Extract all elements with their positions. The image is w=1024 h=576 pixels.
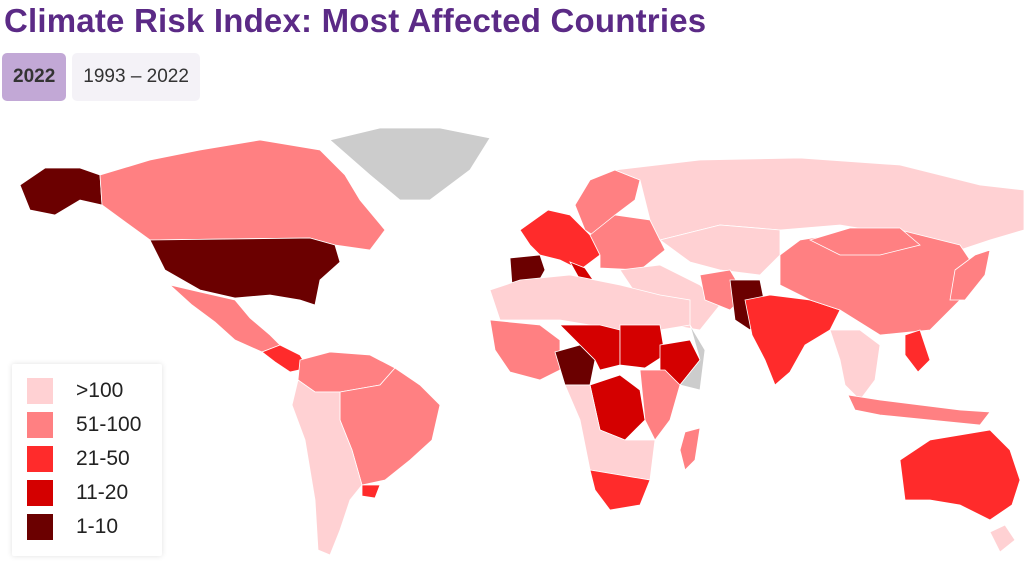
country-india[interactable]: India xyxy=(744,294,841,386)
country-philippines[interactable]: Philippines xyxy=(904,329,931,373)
country-new-zealand[interactable]: New Zealand xyxy=(989,524,1016,553)
legend-label: 1-10 xyxy=(76,515,119,538)
legend-swatch xyxy=(27,412,53,438)
country-uruguay[interactable]: Uruguay xyxy=(361,484,381,499)
legend-swatch xyxy=(27,446,53,472)
country-central-asia[interactable]: Central Asia xyxy=(659,224,781,276)
country-greenland[interactable]: Greenland xyxy=(329,127,491,201)
country-mongolia[interactable]: Mongolia xyxy=(808,227,921,256)
country-southern-cone[interactable]: Southern Cone xyxy=(291,379,363,556)
legend-label: >100 xyxy=(76,379,124,402)
legend-item-51-100: 51-100 xyxy=(27,412,141,438)
country-madagascar[interactable]: Madagascar xyxy=(679,427,701,471)
country-south-africa[interactable]: South Africa xyxy=(589,469,651,511)
legend-label: 11-20 xyxy=(76,481,129,504)
world-map[interactable]: Alaska (USA)CanadaGreenlandUnited States… xyxy=(0,110,1024,576)
legend-item-1-10: 1-10 xyxy=(27,514,118,540)
legend-item-21-50: 21-50 xyxy=(27,446,130,472)
country-sudan[interactable]: Sudan xyxy=(619,324,666,369)
country-eastern-europe[interactable]: Eastern Europe xyxy=(589,214,666,271)
legend-swatch xyxy=(27,480,53,506)
legend-item-11-20: 11-20 xyxy=(27,480,128,506)
tab-1993-2022[interactable]: 1993 – 2022 xyxy=(72,53,200,101)
country-west-africa[interactable]: West Africa xyxy=(489,319,561,381)
country-australia[interactable]: Australia xyxy=(899,429,1021,521)
tab-2022[interactable]: 2022 xyxy=(2,53,67,101)
country-east-africa[interactable]: East Africa xyxy=(639,369,681,441)
country-somalia[interactable]: Somalia xyxy=(679,324,706,391)
country-united-states[interactable]: United States xyxy=(149,237,341,306)
period-tabs: 2022 1993 – 2022 xyxy=(2,53,200,101)
legend-item-over-100: >100 xyxy=(27,378,123,404)
legend: >100 51-100 21-50 11-20 1-10 xyxy=(12,364,162,556)
page-title: Climate Risk Index: Most Affected Countr… xyxy=(4,2,707,39)
legend-swatch xyxy=(27,378,53,404)
legend-swatch xyxy=(27,514,53,540)
country-nigeria[interactable]: Nigeria xyxy=(554,344,596,386)
country-southern-africa[interactable]: Southern Africa xyxy=(564,384,656,481)
country-japan[interactable]: Japan xyxy=(949,249,991,301)
country-scandinavia[interactable]: Scandinavia xyxy=(574,169,641,241)
country-southeast-asia[interactable]: Southeast Asia xyxy=(829,329,881,401)
legend-label: 21-50 xyxy=(76,447,130,470)
country-sahel[interactable]: Sahel xyxy=(559,324,621,371)
country-north-africa[interactable]: North Africa xyxy=(489,274,691,331)
legend-label: 51-100 xyxy=(76,413,142,436)
country-indonesia[interactable]: Indonesia xyxy=(847,394,991,426)
